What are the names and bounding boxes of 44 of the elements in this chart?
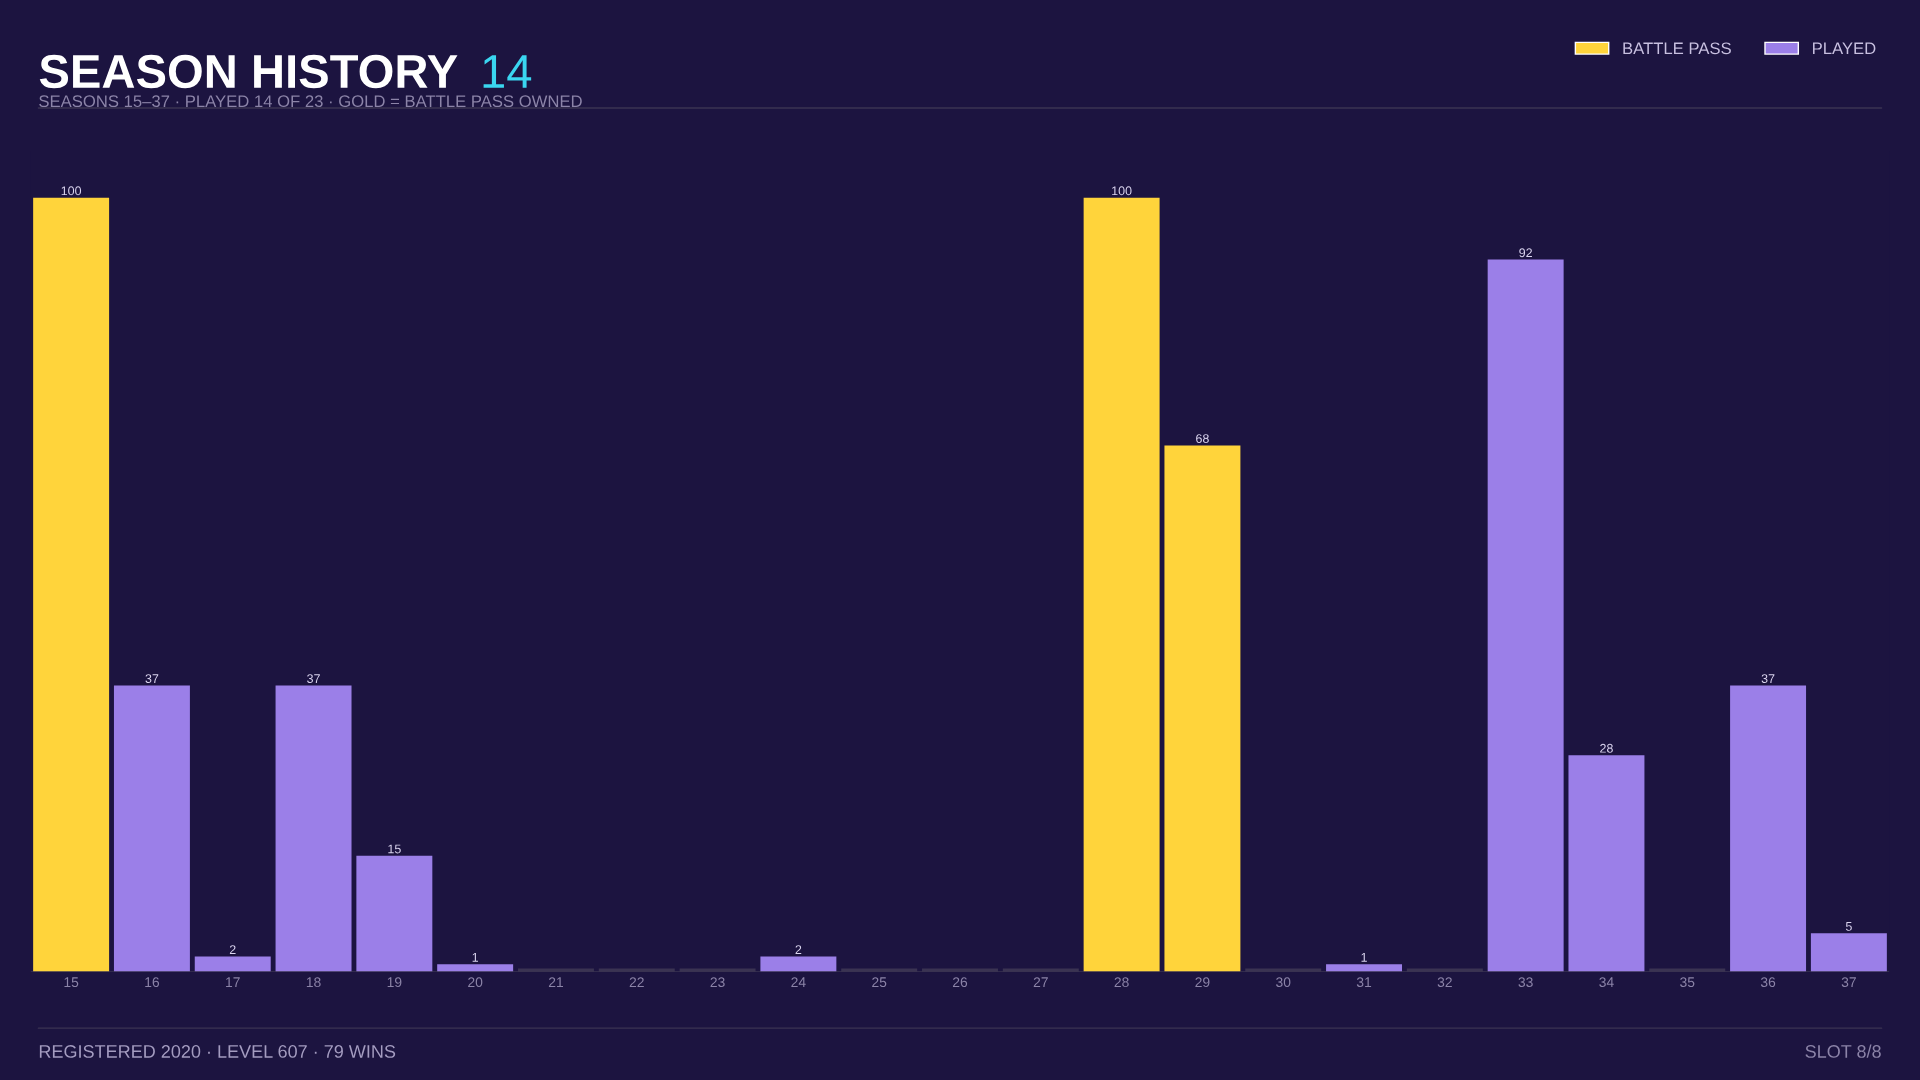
- x-tick-label: 24: [791, 977, 806, 987]
- text: SLOT 8/8: [1805, 1044, 1881, 1058]
- x-tick-label: 22: [629, 977, 644, 987]
- data-label: 37: [1761, 674, 1775, 684]
- data-label: 2: [795, 945, 802, 954]
- data-label: 1: [472, 953, 479, 962]
- x-tick-label: 29: [1195, 977, 1210, 988]
- text: REGISTERED 2020 · LEVEL 607 · 79 WINS: [39, 1045, 396, 1058]
- x-tick-label: 33: [1518, 977, 1533, 988]
- data-label: 100: [1112, 186, 1132, 196]
- x-tick-label: 20: [468, 977, 483, 988]
- x-tick-label: 27: [1033, 977, 1048, 987]
- x-tick-label: 19: [387, 977, 402, 988]
- x-tick-label: 18: [306, 977, 321, 988]
- x-tick-label: 37: [1841, 977, 1856, 988]
- legend-label: PLAYED: [1813, 42, 1876, 55]
- x-tick-label: 17: [226, 977, 240, 987]
- data-label: 2: [229, 945, 236, 954]
- x-tick-label: 26: [952, 977, 968, 988]
- x-tick-label: 36: [1760, 977, 1776, 988]
- x-tick-label: 35: [1680, 977, 1695, 988]
- text: 14: [483, 55, 532, 88]
- chart-title: SEASON HISTORY: [39, 54, 458, 89]
- data-label: 68: [1196, 434, 1209, 443]
- x-tick-label: 28: [1114, 977, 1129, 988]
- data-label: 5: [1845, 922, 1852, 931]
- data-label: 28: [1600, 743, 1613, 753]
- x-tick-label: 15: [64, 977, 79, 988]
- x-tick-label: 30: [1276, 977, 1291, 988]
- legend-label: BATTLE PASS: [1623, 42, 1731, 55]
- chart-subtitle: SEASONS 15–37 · PLAYED 14 OF 23 · GOLD = BATTLE PASS OWNED: [39, 95, 582, 108]
- data-label: 1: [1361, 953, 1367, 962]
- data-label: 100: [61, 186, 82, 196]
- x-tick-label: 21: [548, 977, 564, 987]
- x-tick-label: 16: [145, 977, 160, 988]
- x-tick-label: 32: [1437, 977, 1452, 988]
- data-label: 37: [307, 674, 320, 684]
- x-tick-label: 34: [1599, 977, 1614, 988]
- x-tick-label: 31: [1356, 977, 1372, 988]
- data-label: 37: [145, 674, 159, 684]
- x-tick-label: 25: [872, 977, 887, 988]
- data-label: 92: [1519, 248, 1532, 258]
- x-tick-label: 23: [710, 977, 725, 988]
- data-label: 15: [388, 844, 401, 854]
